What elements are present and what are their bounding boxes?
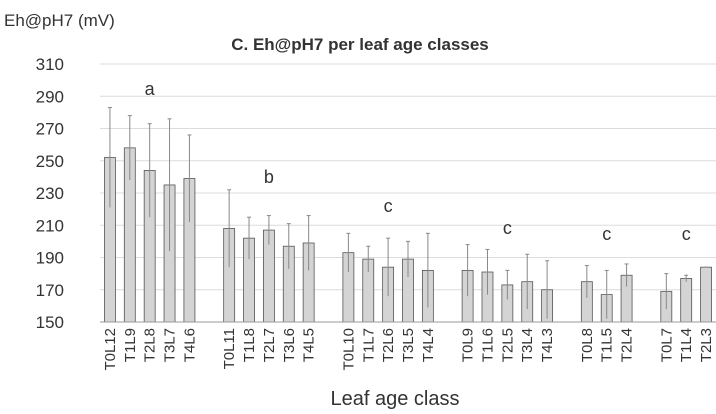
x-tick-label: T2L7 [261, 328, 278, 362]
chart-title: C. Eh@pH7 per leaf age classes [231, 35, 489, 54]
x-tick-label: T0L9 [460, 328, 477, 362]
x-tick-label: T1L6 [479, 328, 496, 362]
x-tick-label: T2L8 [142, 328, 159, 362]
x-tick-label: T3L4 [519, 328, 536, 362]
y-tick-label: 190 [36, 249, 64, 268]
group-letter: c [503, 218, 512, 238]
group-letter: c [602, 224, 611, 244]
x-tick-label: T2L4 [619, 328, 636, 362]
y-tick-label: 270 [36, 120, 64, 139]
group-letter: a [145, 79, 156, 99]
x-tick-label: T0L8 [579, 328, 596, 362]
y-tick-label: 230 [36, 184, 64, 203]
bar [700, 266, 712, 323]
y-tick-label: 210 [36, 216, 64, 235]
group-letter: c [384, 196, 393, 216]
y-tick-label: 170 [36, 281, 64, 300]
x-tick-label: T3L7 [162, 328, 179, 362]
x-tick-label: T1L8 [241, 328, 258, 362]
bar [680, 278, 693, 323]
group-letter: b [264, 167, 274, 187]
x-tick-label: T1L4 [678, 328, 695, 362]
x-tick-label: T2L6 [380, 328, 397, 362]
x-tick-label: T2L5 [499, 328, 516, 362]
x-tick-label: T1L7 [360, 328, 377, 362]
x-tick-label: T3L5 [400, 328, 417, 362]
y-tick-label: 310 [36, 55, 64, 74]
x-tick-label: T0L12 [102, 328, 119, 371]
x-axis-label: Leaf age class [331, 388, 460, 410]
x-tick-label: T4L5 [301, 328, 318, 362]
y-tick-label: 150 [36, 313, 64, 332]
x-tick-label: T1L9 [122, 328, 139, 362]
y-tick-label: 250 [36, 152, 64, 171]
group-letter: c [682, 224, 691, 244]
x-tick-label: T0L10 [340, 328, 357, 371]
x-tick-label: T3L6 [281, 328, 298, 362]
x-tick-label: T1L5 [599, 328, 616, 362]
x-tick-label: T4L4 [420, 328, 437, 362]
x-tick-label: T0L11 [221, 328, 238, 369]
x-tick-label: T4L3 [539, 328, 556, 362]
y-tick-label: 290 [36, 87, 64, 106]
x-tick-label: T4L6 [181, 328, 198, 362]
y-axis-label: Eh@pH7 (mV) [4, 11, 115, 30]
x-tick-label: T2L3 [698, 328, 715, 362]
x-tick-label: T0L7 [658, 328, 675, 362]
